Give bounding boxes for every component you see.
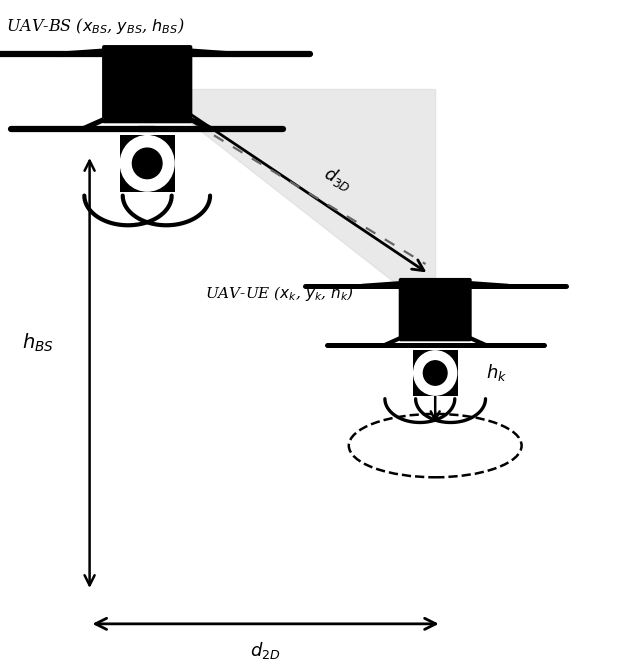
Circle shape	[424, 361, 447, 385]
FancyBboxPatch shape	[102, 45, 192, 123]
Text: $d_{3D}$: $d_{3D}$	[320, 162, 355, 194]
Circle shape	[120, 136, 174, 191]
Circle shape	[132, 148, 162, 178]
Circle shape	[413, 351, 457, 395]
Text: $d_{2D}$: $d_{2D}$	[250, 640, 281, 661]
FancyBboxPatch shape	[399, 278, 472, 341]
Text: $h_{BS}$: $h_{BS}$	[22, 332, 54, 355]
Text: $h_k$: $h_k$	[486, 363, 508, 383]
FancyBboxPatch shape	[413, 350, 458, 396]
Text: UAV-UE ($x_k$, $y_k$, $h_k$): UAV-UE ($x_k$, $y_k$, $h_k$)	[205, 284, 354, 303]
Text: UAV-BS ($x_{BS}$, $y_{BS}$, $h_{BS}$): UAV-BS ($x_{BS}$, $y_{BS}$, $h_{BS}$)	[6, 17, 185, 36]
FancyBboxPatch shape	[120, 135, 175, 192]
Polygon shape	[147, 89, 435, 314]
